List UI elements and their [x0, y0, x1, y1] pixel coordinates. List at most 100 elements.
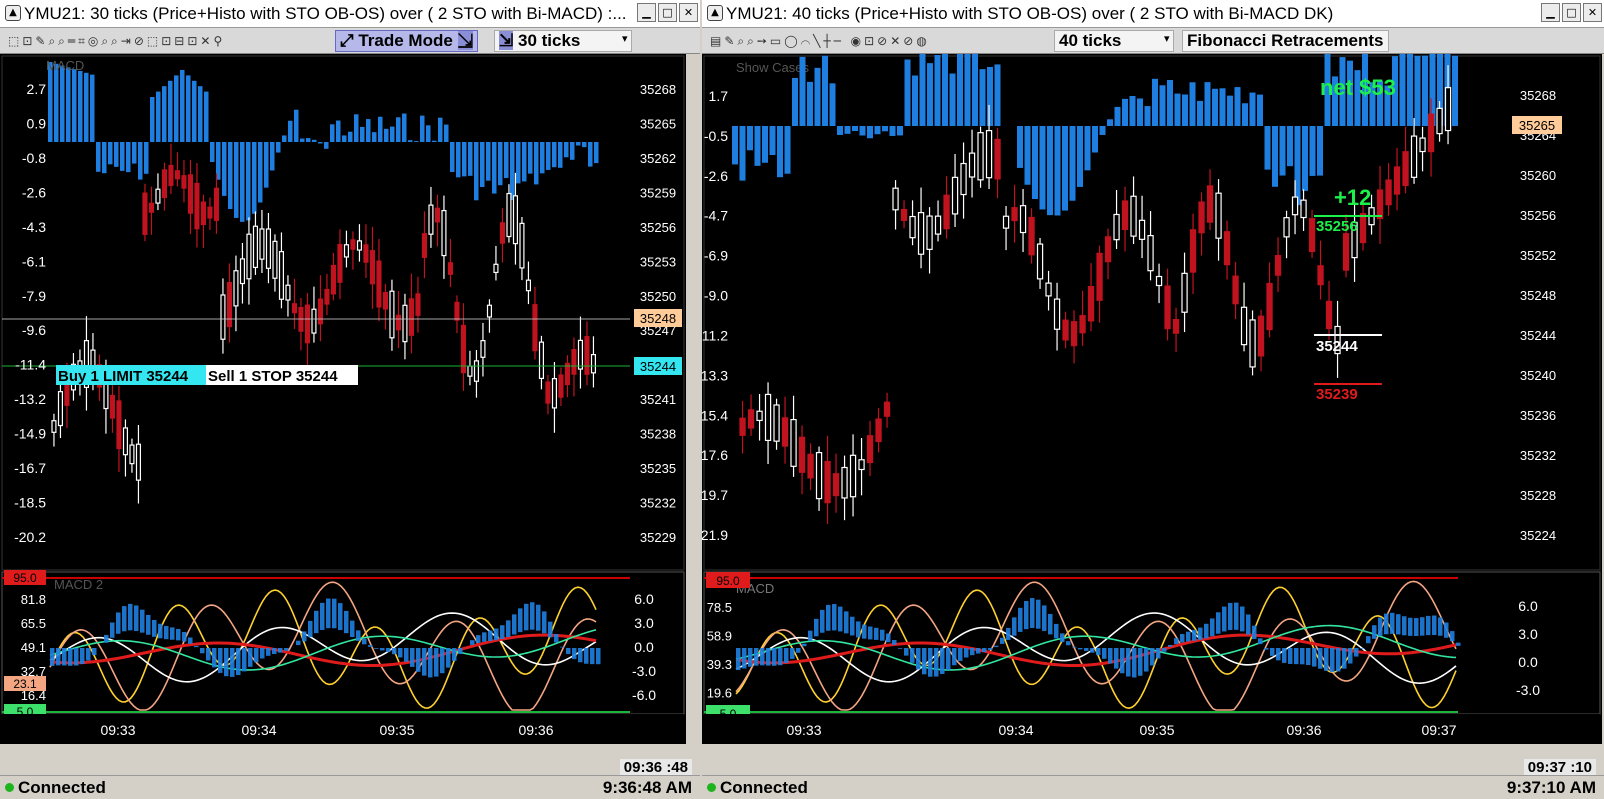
right-chart-area[interactable]: Show Cases 35256 35244 35239 +12 net $53…	[702, 54, 1602, 744]
oscillator-histogram-bar	[572, 648, 577, 660]
scroll-row[interactable]: 09:36 :48	[0, 759, 700, 776]
histogram-bar	[456, 142, 461, 178]
histogram-bar	[919, 54, 926, 127]
histogram-bar	[1392, 56, 1398, 126]
buy-order-tag[interactable]	[56, 365, 206, 385]
minimize-icon[interactable]: ▁	[637, 3, 656, 22]
candle-body	[278, 251, 285, 300]
histogram-bar	[228, 142, 233, 209]
oscillator-histogram-bar	[242, 648, 247, 672]
oscillator-histogram-bar	[802, 643, 807, 647]
histogram-bar	[480, 142, 485, 188]
histogram-bar	[1159, 85, 1166, 126]
histogram-bar	[867, 126, 873, 139]
title-bar[interactable]: ▲ YMU21: 30 ticks (Price+Histo with STO …	[0, 0, 700, 28]
oscillator-histogram-bar	[530, 602, 535, 630]
histogram-bar	[1399, 54, 1406, 126]
oscillator-histogram-bar	[446, 648, 451, 668]
time-tick-label: 09:33	[100, 722, 135, 738]
close-icon[interactable]: ✕	[1583, 3, 1602, 22]
trade-mode-button[interactable]: ⤢ Trade Mode ⇲	[335, 30, 479, 52]
histogram-bar	[288, 120, 293, 142]
title-bar[interactable]: ▲ YMU21: 40 ticks (Price+Histo with STO …	[702, 0, 1604, 28]
oscillator-histogram-bar	[140, 609, 145, 633]
oscillator-histogram-bar	[1186, 631, 1191, 642]
oscillator-histogram-bar	[524, 603, 529, 631]
maximize-icon[interactable]: □	[1562, 3, 1581, 22]
chart-window-left[interactable]: ▲ YMU21: 30 ticks (Price+Histo with STO …	[0, 0, 700, 799]
oscillator-histogram-bar	[952, 648, 957, 666]
histogram-bar	[96, 142, 101, 172]
close-icon[interactable]: ✕	[679, 3, 698, 22]
price-tag-orange	[634, 309, 682, 327]
histogram-bar	[927, 63, 933, 126]
sell-order-tag[interactable]	[206, 365, 358, 385]
oscillator-histogram-bar	[1252, 625, 1257, 640]
axis-tick-label: 35238	[640, 427, 676, 442]
axis-tick-label: 35235	[640, 461, 676, 476]
oscillator-histogram-bar	[578, 648, 583, 663]
window-title: YMU21: 40 ticks (Price+Histo with STO OB…	[726, 4, 1334, 23]
candle-body	[142, 192, 148, 235]
drawing-tools-icons[interactable]: ▤✎⌕⌕➙▭◯⌒╲┼─ ◉⊡⊘✕⊘◍	[710, 34, 930, 48]
histogram-bar	[777, 126, 783, 178]
histogram-bar	[528, 142, 533, 174]
histogram-bar	[486, 142, 491, 181]
axis-tick-label: -3.0	[632, 663, 656, 679]
oscillator-histogram-bar	[356, 630, 361, 641]
oscillator-histogram-bar	[494, 628, 499, 641]
histogram-bar	[859, 126, 866, 136]
maximize-icon[interactable]: □	[658, 3, 677, 22]
chevron-down-icon[interactable]: ▾	[1164, 32, 1170, 45]
candle-body	[577, 339, 584, 370]
candle-body	[337, 243, 343, 283]
drawing-tools-icons[interactable]: ⬚⊡✎⌕⌕═⌗◎⌕⌕⇥⊘⬚⊡⊟⊡✕⚲	[8, 34, 226, 48]
histogram-bar	[1084, 126, 1091, 171]
sto-axis: 81.8 65.5 49.1 32.7 16.4	[21, 592, 46, 703]
candle-body	[122, 427, 129, 456]
tick-interval-label: 40 ticks	[1059, 31, 1122, 50]
minimize-icon[interactable]: ▁	[1541, 3, 1560, 22]
candle-body	[415, 293, 421, 316]
oscillator-histogram-bar	[1450, 631, 1455, 642]
candle-body	[1062, 319, 1069, 341]
candle-body	[83, 340, 90, 388]
oscillator-histogram-bar	[922, 648, 927, 675]
oscillator-histogram-bar	[1294, 648, 1299, 665]
histogram-bar	[306, 138, 311, 142]
candle-body	[1300, 199, 1307, 219]
axis-tick-label: -4.7	[704, 208, 728, 224]
candle-body	[1419, 137, 1426, 153]
scroll-row[interactable]: 09:37 :10	[702, 759, 1604, 776]
oscillator-histogram-bar	[850, 616, 855, 636]
candle-body	[807, 453, 814, 479]
oscillator-histogram-bar	[512, 614, 517, 635]
window-title: YMU21: 30 ticks (Price+Histo with STO OB…	[24, 4, 627, 23]
histogram-bar	[270, 142, 275, 171]
oscillator-histogram-bar	[1258, 638, 1263, 645]
chart-toolbar: ▤✎⌕⌕➙▭◯⌒╲┼─ ◉⊡⊘✕⊘◍ 40 ticks ▾ Fibonacci …	[702, 28, 1604, 54]
oscillator-histogram-bar	[1150, 648, 1155, 666]
tick-interval-select[interactable]: 40 ticks	[1054, 30, 1174, 52]
chart-window-right[interactable]: ▲ YMU21: 40 ticks (Price+Histo with STO …	[702, 0, 1604, 799]
time-tick-label: 09:34	[998, 722, 1033, 738]
oscillator-histogram-bar	[194, 645, 199, 648]
candle-body	[181, 175, 187, 189]
left-chart-area[interactable]: MACD Buy 1 LIMIT 35244 Sell 1 STOP 35244…	[0, 54, 686, 744]
histogram-bar	[1369, 82, 1376, 126]
tick-interval-select[interactable]: ⇲ 30 ticks	[494, 30, 632, 52]
candle-body	[832, 473, 840, 497]
candle-body	[773, 404, 780, 442]
histogram-bar	[942, 54, 948, 126]
candle-body	[369, 250, 376, 285]
chevron-down-icon[interactable]: ▾	[622, 32, 628, 45]
oscillator-histogram-bar	[874, 627, 879, 640]
fibonacci-tool-button[interactable]: Fibonacci Retracements	[1182, 30, 1389, 52]
osc-axis: 6.0 3.0 0.0 -3.0 -6.0	[632, 591, 656, 703]
candle-body	[960, 162, 967, 196]
candle-body	[1121, 200, 1129, 231]
histogram-bar	[204, 91, 209, 142]
histogram-bar	[348, 131, 353, 142]
oscillator-histogram-bar	[1120, 648, 1125, 674]
histogram-bar	[354, 114, 359, 142]
